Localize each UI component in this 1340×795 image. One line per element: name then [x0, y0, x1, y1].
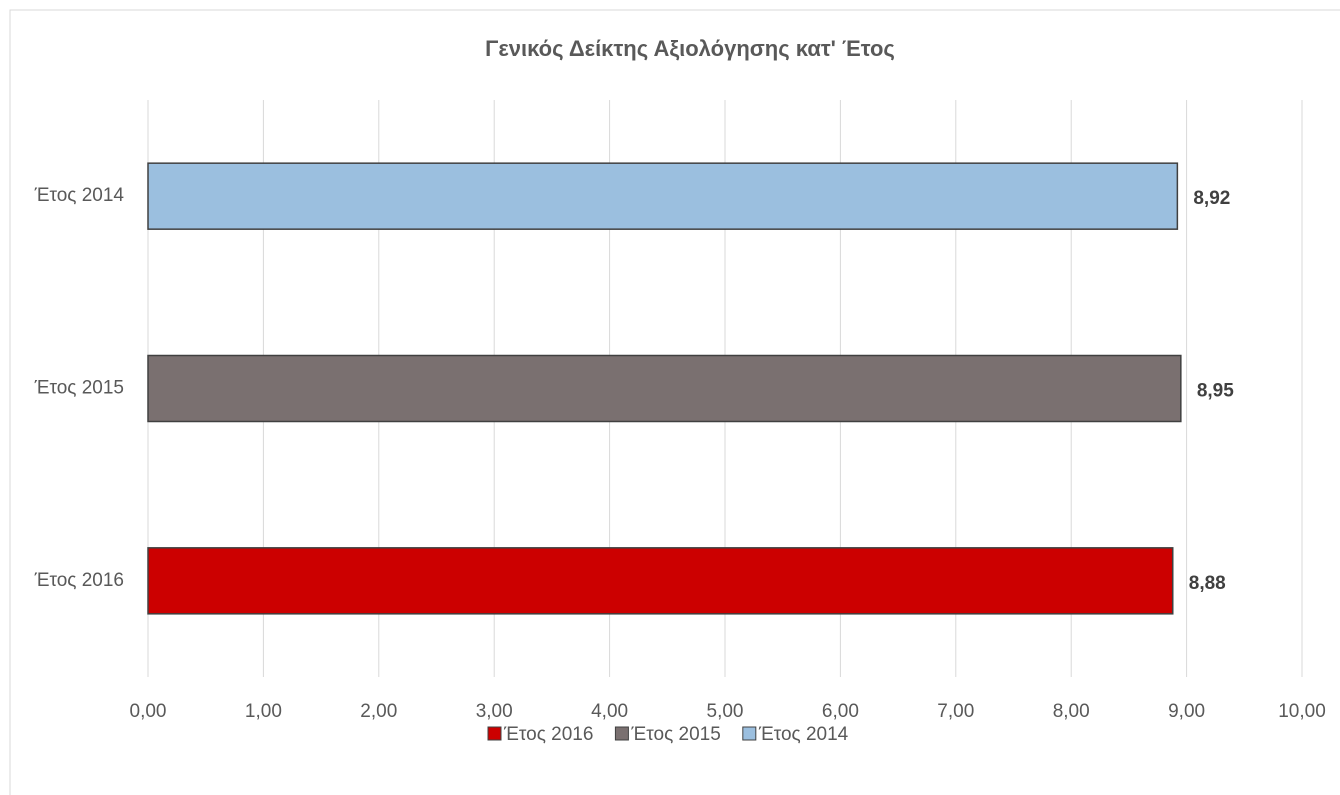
x-tick-label: 10,00	[1278, 701, 1326, 722]
bar	[147, 162, 1179, 230]
legend-swatch	[742, 726, 757, 741]
chart-title: Γενικός Δείκτης Αξιολόγησης κατ' Έτος	[485, 36, 895, 61]
y-tick-label: Έτος 2014	[34, 185, 125, 206]
legend-swatch	[614, 726, 629, 741]
x-tick-label: 3,00	[476, 701, 513, 722]
data-label: 8,88	[1189, 573, 1226, 594]
x-tick-label: 0,00	[130, 701, 167, 722]
legend-label: Έτος 2015	[630, 724, 720, 745]
x-tick-label: 7,00	[937, 701, 974, 722]
data-label: 8,95	[1197, 381, 1234, 402]
x-tick-label: 8,00	[1053, 701, 1090, 722]
x-tick-label: 5,00	[707, 701, 744, 722]
bar	[147, 354, 1182, 423]
legend-label: Έτος 2014	[758, 724, 849, 745]
y-tick-label: Έτος 2016	[34, 570, 124, 591]
chart-border	[9, 9, 1340, 795]
x-tick-label: 4,00	[591, 701, 628, 722]
x-tick-label: 1,00	[245, 701, 282, 722]
y-tick-label: Έτος 2015	[34, 378, 124, 399]
x-tick-label: 9,00	[1168, 701, 1205, 722]
legend-label: Έτος 2016	[503, 724, 593, 745]
x-tick-label: 6,00	[822, 701, 859, 722]
legend-swatch	[487, 726, 502, 741]
bar	[147, 547, 1174, 615]
x-tick-label: 2,00	[360, 701, 397, 722]
data-label: 8,92	[1193, 188, 1230, 209]
